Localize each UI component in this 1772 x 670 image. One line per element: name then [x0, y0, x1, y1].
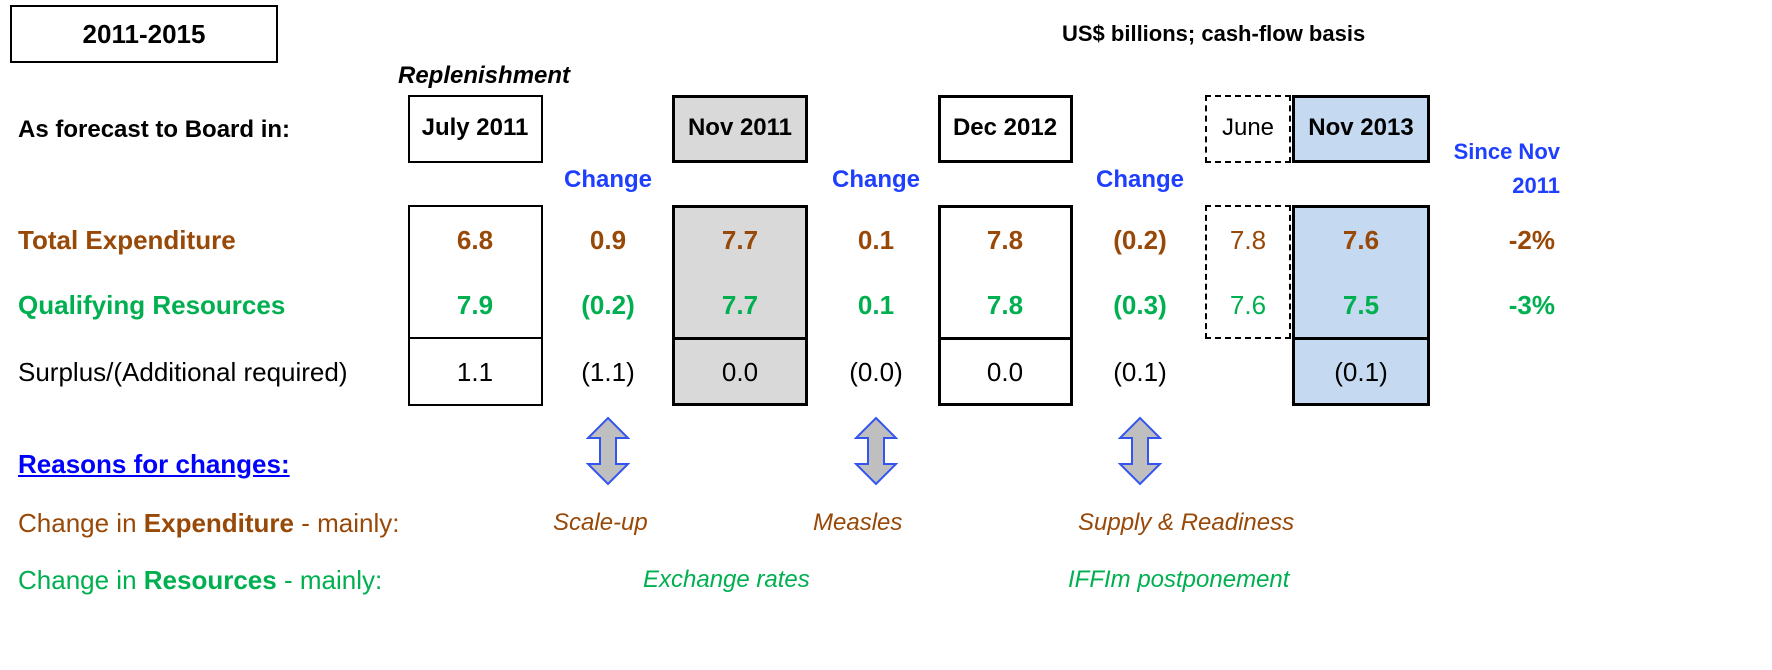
arrow-shape — [1118, 416, 1162, 486]
row-divider — [672, 337, 808, 340]
column-box — [408, 205, 543, 406]
header-box — [1292, 95, 1430, 163]
cell: 0.1 — [857, 225, 895, 255]
change-header: Change — [831, 166, 920, 193]
header-box — [1205, 95, 1291, 163]
cell: 7.5 — [1342, 290, 1380, 320]
header-box — [408, 95, 543, 163]
reason-label: Change in Expenditure - mainly: — [18, 507, 399, 539]
cell: (0.2) — [1113, 225, 1167, 255]
cell: 0.9 — [589, 225, 627, 255]
cell: 7.6 — [1229, 290, 1267, 320]
column-box — [1205, 205, 1291, 339]
column-header: July 2011 — [421, 114, 529, 141]
column-header: Nov 2011 — [687, 114, 793, 141]
reason-label: Change in Resources - mainly: — [18, 564, 382, 596]
cell: 7.6 — [1342, 225, 1380, 255]
reason-note: Scale-up — [553, 509, 648, 536]
header-box — [938, 95, 1073, 163]
reason-text: - mainly: — [294, 508, 400, 538]
forecast-label: As forecast to Board in: — [18, 116, 291, 143]
cell: (0.1) — [1113, 357, 1167, 387]
cell: (1.1) — [581, 357, 635, 387]
reason-text: Expenditure — [143, 508, 295, 538]
cell: 7.7 — [721, 290, 759, 320]
column-header: Nov 2013 — [1308, 114, 1414, 141]
cell: -3% — [1508, 290, 1555, 320]
row-label: Surplus/(Additional required) — [18, 357, 348, 387]
cell: -2% — [1508, 225, 1555, 255]
row-label: Total Expenditure — [18, 225, 236, 255]
cell: 6.8 — [456, 225, 494, 255]
cell: (0.1) — [1334, 357, 1388, 387]
column-box — [672, 205, 808, 406]
cell: 1.1 — [456, 357, 494, 387]
cell: 7.9 — [456, 290, 494, 320]
replenishment: Replenishment — [398, 62, 571, 89]
reason-text: Change in — [18, 508, 144, 538]
column-header: June — [1221, 114, 1275, 141]
cell: (0.3) — [1113, 290, 1167, 320]
period: 2011-2015 — [82, 19, 206, 49]
arrow-shape — [854, 416, 898, 486]
cell: 0.1 — [857, 290, 895, 320]
reason-text: Change in — [18, 565, 144, 595]
row-divider — [408, 337, 543, 339]
reason-note: Measles — [813, 509, 903, 536]
column-box — [938, 205, 1073, 406]
since-header: Since Nov 2011 — [1453, 139, 1560, 198]
cell: 7.8 — [986, 290, 1024, 320]
reason-note: Exchange rates — [643, 566, 810, 593]
row-label: Qualifying Resources — [18, 290, 286, 320]
cell: 0.0 — [986, 357, 1024, 387]
reason-text: Resources — [143, 565, 277, 595]
arrow-shape — [586, 416, 630, 486]
change-arrow — [854, 416, 898, 486]
reason-text: - mainly: — [276, 565, 383, 595]
cell: (0.0) — [849, 357, 903, 387]
change-header: Change — [563, 166, 652, 193]
change-arrow — [1118, 416, 1162, 486]
reason-note: IFFIm postponement — [1068, 566, 1290, 593]
column-header: Dec 2012 — [952, 114, 1058, 141]
cell: (0.2) — [581, 290, 635, 320]
reasons-title: Reasons for changes: — [18, 449, 290, 479]
cell: 7.8 — [1229, 225, 1267, 255]
cell: 7.8 — [986, 225, 1024, 255]
cell: 0.0 — [721, 357, 759, 387]
column-box — [1292, 205, 1430, 406]
change-header: Change — [1095, 166, 1184, 193]
cell: 7.7 — [721, 225, 759, 255]
reason-note: Supply & Readiness — [1078, 509, 1295, 536]
period-box — [10, 5, 278, 63]
header-box — [672, 95, 808, 163]
row-divider — [1292, 337, 1430, 340]
row-divider — [938, 337, 1073, 340]
change-arrow — [586, 416, 630, 486]
units: US$ billions; cash-flow basis — [1062, 21, 1366, 46]
